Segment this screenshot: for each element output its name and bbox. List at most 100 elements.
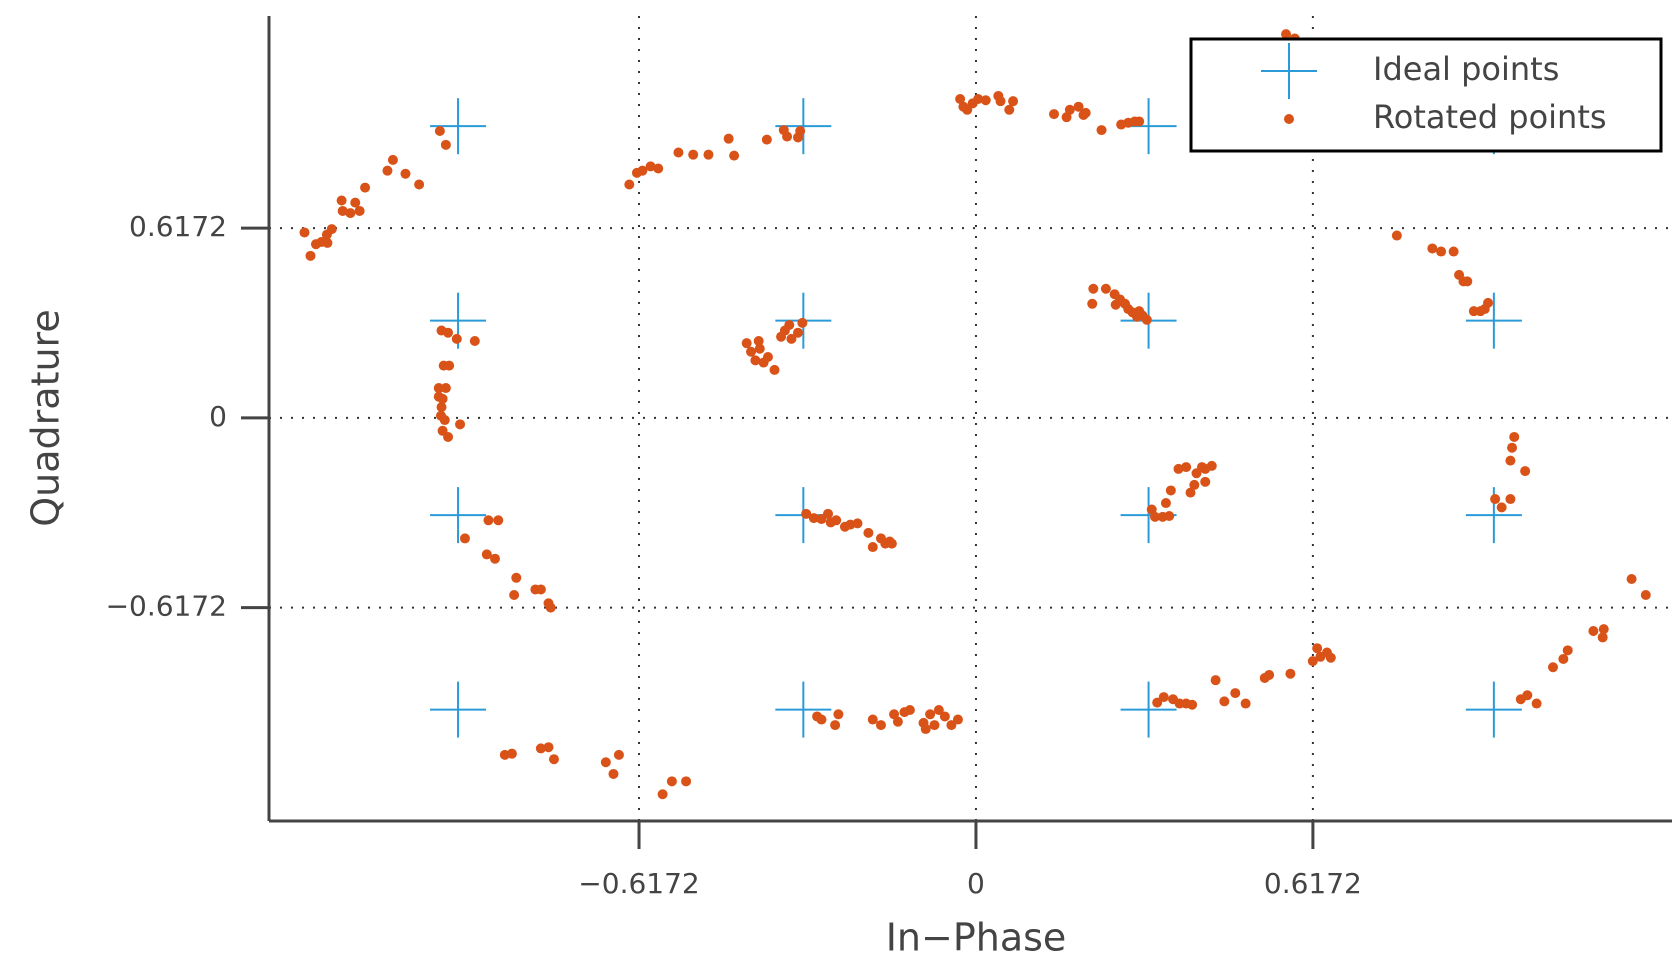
rotated-point	[673, 147, 684, 158]
rotated-point	[400, 168, 411, 179]
rotated-point	[1160, 498, 1171, 509]
rotated-point	[1073, 101, 1084, 112]
rotated-point	[1264, 669, 1275, 680]
rotated-point	[1547, 662, 1558, 673]
rotated-point	[535, 584, 546, 595]
rotated-point	[852, 518, 863, 529]
rotated-point	[1522, 690, 1533, 701]
rotated-point	[1391, 230, 1402, 241]
rotated-point	[543, 742, 554, 753]
rotated-point	[867, 542, 878, 553]
rotated-point	[613, 749, 624, 760]
rotated-point	[469, 336, 480, 347]
rotated-point	[863, 527, 874, 538]
rotated-point	[1096, 125, 1107, 136]
rotated-point	[808, 513, 819, 524]
rotated-point	[433, 391, 444, 402]
rotated-point	[1004, 104, 1015, 115]
rotated-point	[786, 333, 797, 344]
rotated-point	[511, 572, 522, 583]
rotated-point	[762, 352, 773, 363]
rotated-point	[1520, 466, 1531, 477]
rotated-point	[955, 94, 966, 105]
rotated-point	[666, 776, 677, 787]
ideal-point	[775, 681, 832, 738]
rotated-point	[1597, 632, 1608, 643]
rotated-point	[1230, 688, 1241, 699]
x-tick-label: 0.6172	[1264, 867, 1362, 900]
rotated-point	[509, 589, 520, 600]
rotated-point	[322, 237, 333, 248]
rotated-point	[1281, 29, 1292, 40]
rotated-point	[1088, 283, 1099, 294]
rotated-point	[929, 720, 940, 731]
rotated-point	[336, 195, 347, 206]
rotated-point	[360, 182, 371, 193]
rotated-point	[1462, 276, 1473, 287]
rotated-point	[624, 179, 635, 190]
rotated-point	[637, 165, 648, 176]
rotated-point	[493, 515, 504, 526]
rotated-point	[645, 161, 656, 172]
rotated-point	[455, 419, 466, 430]
rotated-point	[925, 709, 936, 720]
rotated-point	[433, 383, 444, 394]
rotated-point	[1087, 298, 1098, 309]
rotated-point	[451, 333, 462, 344]
rotated-point	[600, 757, 611, 768]
rotated-point	[823, 508, 834, 519]
rotated-point	[1189, 479, 1200, 490]
ideal-point	[1120, 681, 1177, 738]
rotated-point	[1150, 511, 1161, 522]
rotated-point	[1049, 109, 1060, 120]
rotated-point	[831, 515, 842, 526]
rotated-point	[1165, 485, 1176, 496]
rotated-point	[483, 515, 494, 526]
rotated-point	[414, 179, 425, 190]
rotated-point	[889, 709, 900, 720]
x-tick-label: 0	[967, 867, 985, 900]
rotated-point	[1427, 243, 1438, 254]
rotated-point	[939, 711, 950, 722]
rotated-point	[833, 709, 844, 720]
rotated-point	[1064, 104, 1075, 115]
rotated-point	[769, 364, 780, 375]
rotated-point	[305, 250, 316, 261]
rotated-point	[1141, 314, 1152, 325]
rotated-point	[1132, 311, 1143, 322]
rotated-point	[801, 508, 812, 519]
rotated-point	[345, 208, 356, 219]
rotated-point	[545, 602, 556, 613]
rotated-point	[750, 355, 761, 366]
rotated-point	[688, 149, 699, 160]
rotated-point	[350, 197, 361, 208]
rotated-point	[761, 134, 772, 145]
rotated-point	[1164, 510, 1175, 521]
ideal-point	[430, 98, 487, 155]
legend-label: Rotated points	[1373, 98, 1607, 136]
rotated-point	[436, 402, 447, 413]
rotated-point	[920, 724, 931, 735]
rotated-point	[1640, 589, 1651, 600]
ideal-point	[430, 487, 487, 544]
rotated-point	[1173, 463, 1184, 474]
rotated-point	[337, 205, 348, 216]
rotated-point	[1496, 502, 1507, 513]
rotated-point	[886, 538, 897, 549]
y-tick-label: 0	[209, 400, 227, 433]
rotated-point	[830, 720, 841, 731]
rotated-point	[946, 720, 957, 731]
rotated-point	[904, 704, 915, 715]
legend-label: Ideal points	[1373, 50, 1559, 88]
rotated-point	[506, 748, 517, 759]
rotated-point	[816, 714, 827, 725]
rotated-point	[741, 338, 752, 349]
rotated-point	[481, 549, 492, 560]
rotated-point	[443, 327, 454, 338]
rotated-point	[867, 714, 878, 725]
rotated-point	[1210, 675, 1221, 686]
rotated-point	[703, 149, 714, 160]
rotated-point	[443, 431, 454, 442]
rotated-point	[1531, 698, 1542, 709]
